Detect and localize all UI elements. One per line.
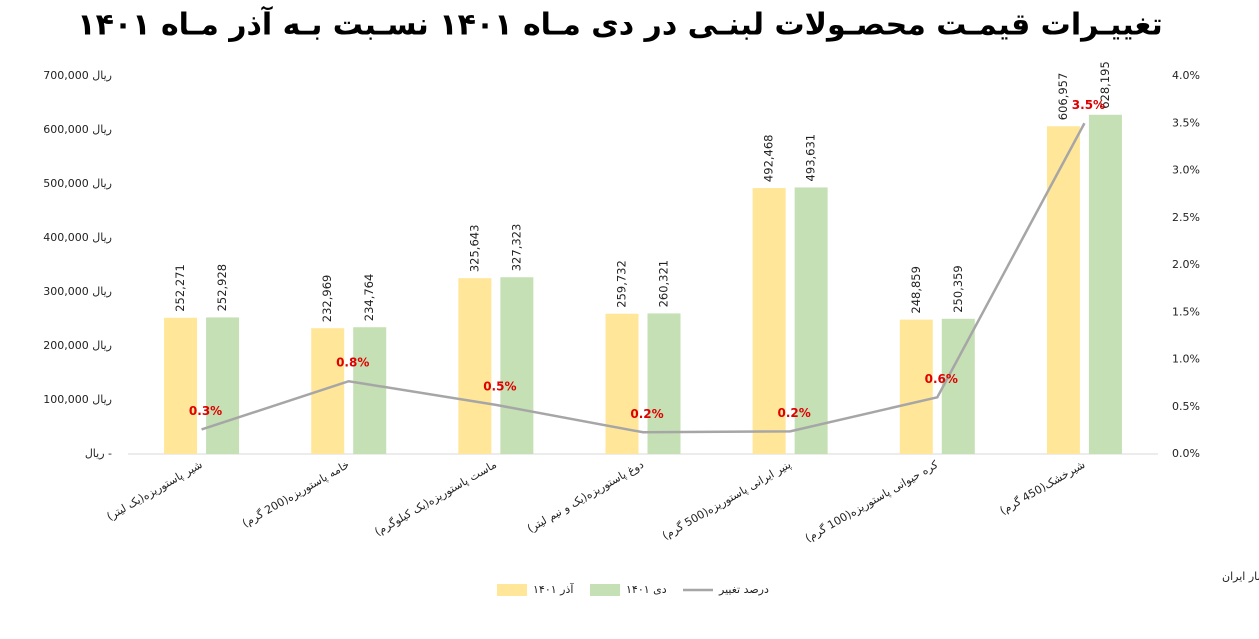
bar — [500, 277, 534, 454]
bar-value-label: 232,969 — [320, 275, 334, 323]
line-value-label: 0.2% — [630, 407, 663, 421]
line-value-label: 0.2% — [778, 406, 811, 420]
y-tick-label: ریال 200,000 — [43, 339, 112, 352]
x-tick-label: پنیر ایرانی پاستوریزه(500 گرم) — [660, 458, 793, 542]
x-tick-label: خامه پاستوریزه(200 گرم) — [240, 458, 352, 530]
y-tick-label: ریال 500,000 — [43, 177, 112, 190]
y-tick-label: ریال 400,000 — [43, 231, 112, 244]
y2-tick-label: 1.5% — [1172, 305, 1200, 318]
x-tick-label: ماست پاستوریزه(یک کیلوگرم) — [372, 458, 499, 539]
bar — [353, 327, 387, 454]
bar — [899, 319, 933, 454]
bar — [605, 313, 639, 454]
bar-value-label: 325,643 — [467, 225, 481, 273]
x-tick-label: شیر پاستوریزه(یک لیتر) — [105, 458, 205, 523]
legend-swatch — [497, 584, 527, 596]
y2-tick-label: 3.0% — [1172, 164, 1200, 177]
line-value-label: 0.3% — [189, 404, 222, 418]
legend-swatch — [590, 584, 620, 596]
line-value-label: 0.5% — [483, 379, 516, 393]
bar — [458, 278, 492, 454]
y-tick-label: ریال 700,000 — [43, 69, 112, 82]
line-value-label: 3.5% — [1072, 98, 1105, 112]
bar-value-label: 259,732 — [615, 260, 629, 308]
bar — [941, 318, 975, 454]
line-value-label: 0.8% — [336, 356, 369, 370]
x-tick-label: کره حیوانی پاستوریزه(100 گرم) — [803, 458, 941, 545]
bar — [206, 317, 240, 454]
y2-tick-label: 4.0% — [1172, 69, 1200, 82]
chart-title: تغییـرات قیمـت محصـولات لبنـی در دی مـاه… — [77, 6, 1162, 43]
bar — [794, 187, 828, 454]
bar — [647, 313, 681, 454]
line-value-label: 0.6% — [925, 372, 958, 386]
bar-value-label: 493,631 — [804, 134, 818, 182]
bar — [164, 317, 198, 454]
bar-value-label: 606,957 — [1056, 73, 1070, 121]
bar-value-label: 252,271 — [173, 264, 187, 312]
x-tick-label: دوغ پاستوریزه(یک و نیم لیتر) — [525, 458, 646, 535]
bar-value-label: 248,859 — [909, 266, 923, 314]
y2-tick-label: 0.5% — [1172, 400, 1200, 413]
bar-value-label: 260,321 — [657, 260, 671, 308]
source: مرکز آمار ایران — [1222, 569, 1259, 583]
bar — [752, 188, 786, 455]
bar-value-label: 252,928 — [215, 264, 229, 312]
legend-label: دی ۱۴۰۱ — [626, 583, 667, 596]
y2-tick-label: 2.5% — [1172, 211, 1200, 224]
bar-value-label: 628,195 — [1098, 61, 1112, 109]
y2-tick-label: 3.5% — [1172, 116, 1200, 129]
bar — [1088, 114, 1122, 455]
bar-value-label: 327,323 — [509, 224, 523, 272]
bar-value-label: 250,359 — [951, 265, 965, 313]
bar-value-label: 492,468 — [762, 135, 776, 183]
legend-label: آذر ۱۴۰۱ — [533, 582, 574, 596]
x-tick-label: شیرخشک(450 گرم) — [998, 458, 1088, 517]
bar-value-label: 234,764 — [362, 274, 376, 322]
y2-tick-label: 0.0% — [1172, 447, 1200, 460]
y-tick-label: ریال 100,000 — [43, 393, 112, 406]
line — [201, 122, 1086, 434]
bar — [1046, 126, 1080, 454]
legend-label: درصد تغییر — [718, 583, 769, 596]
y-tick-label: ریال - — [85, 447, 112, 460]
y-tick-label: ریال 300,000 — [43, 285, 112, 298]
y-tick-label: ریال 600,000 — [43, 123, 112, 136]
y2-tick-label: 2.0% — [1172, 258, 1200, 271]
y2-tick-label: 1.0% — [1172, 353, 1200, 366]
